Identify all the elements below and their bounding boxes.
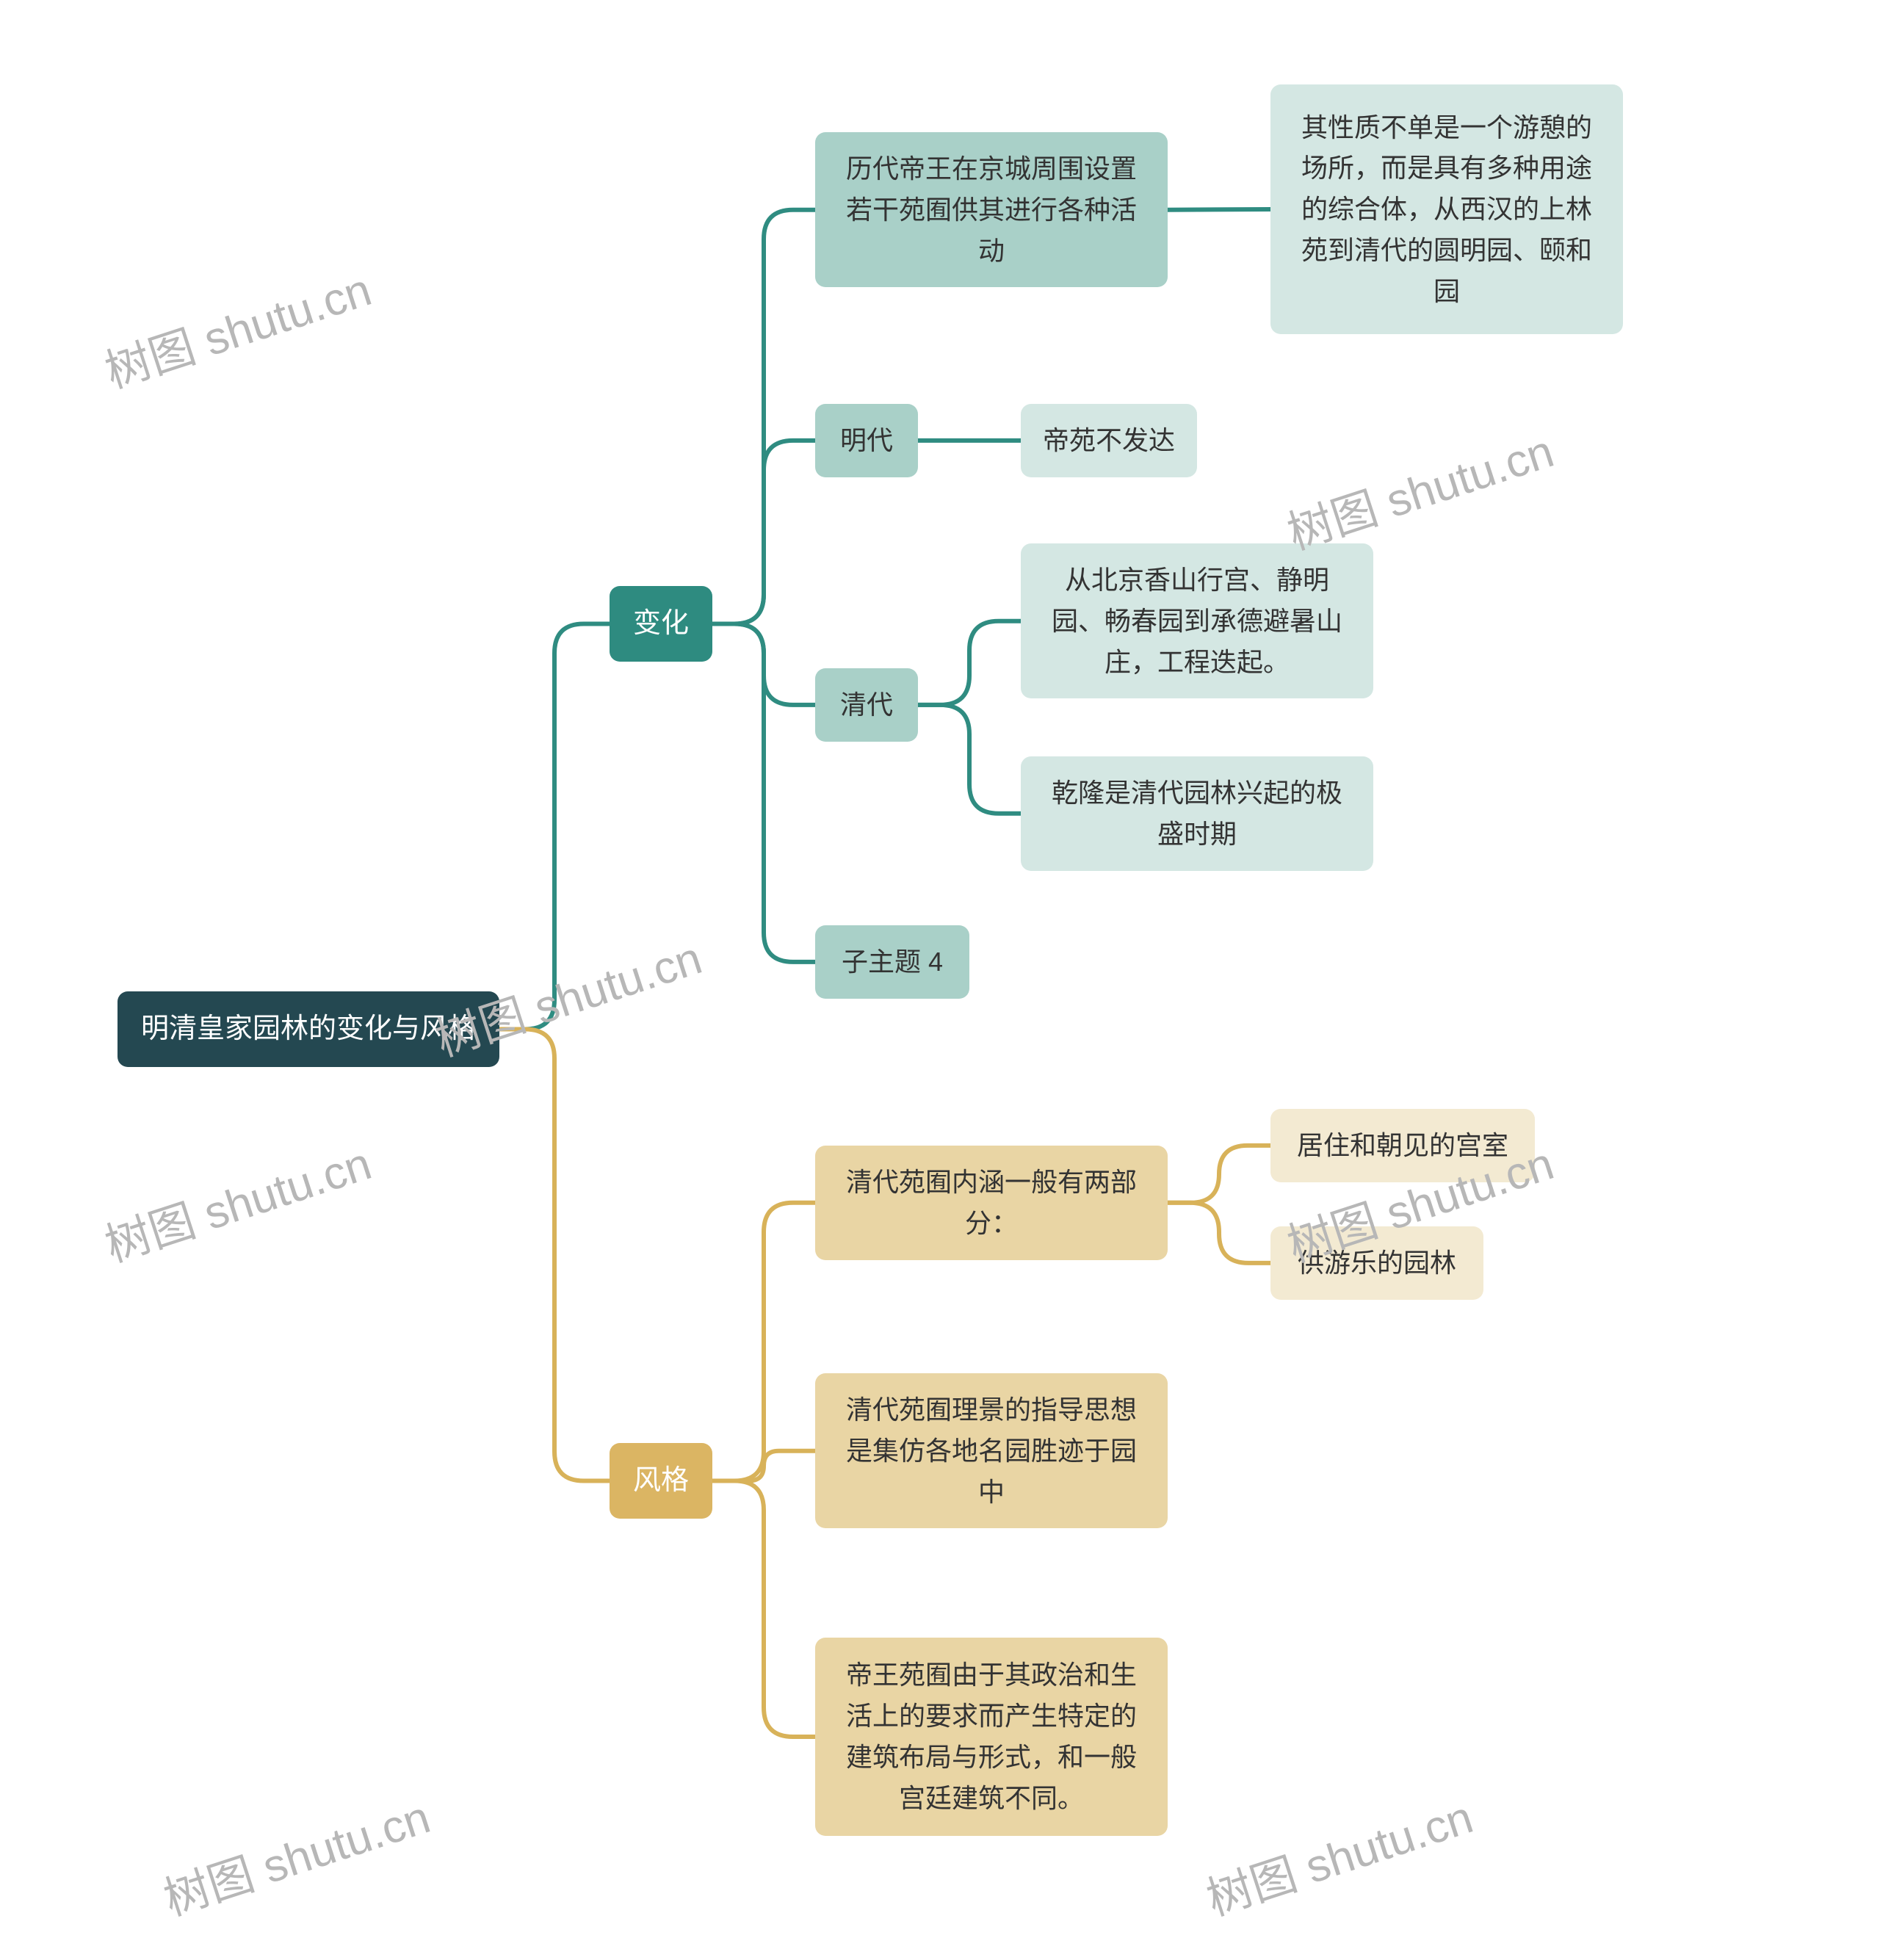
root-node: 明清皇家园林的变化与风格 [118,991,499,1067]
node-label: 从北京香山行宫、静明园、畅春园到承德避暑山庄，工程迭起。 [1040,560,1354,682]
connector [918,705,1021,814]
child-node-f1: 清代苑囿内涵一般有两部分： [815,1146,1168,1260]
node-label: 清代苑囿内涵一般有两部分： [834,1162,1149,1244]
node-label: 历代帝王在京城周围设置若干苑囿供其进行各种活动 [834,148,1149,271]
connector [499,1029,610,1480]
node-label: 帝王苑囿由于其政治和生活上的要求而产生特定的建筑布局与形式，和一般宫廷建筑不同。 [834,1655,1149,1818]
leaf-node-f1b: 供游乐的园林 [1270,1226,1483,1300]
node-label: 子主题 4 [842,941,943,983]
child-node-f3: 帝王苑囿由于其政治和生活上的要求而产生特定的建筑布局与形式，和一般宫廷建筑不同。 [815,1638,1168,1836]
leaf-node-f1a: 居住和朝见的宫室 [1270,1109,1535,1182]
branch-node-bianhua: 变化 [610,586,712,662]
leaf-node-c2a: 帝苑不发达 [1021,404,1197,477]
child-node-c3: 清代 [815,668,918,742]
connector [1168,1146,1270,1203]
node-label: 明代 [840,420,893,461]
branch-node-fengge: 风格 [610,1443,712,1519]
connector [1168,1203,1270,1263]
connector [1168,209,1270,210]
node-label: 其性质不单是一个游憩的场所，而是具有多种用途的综合体，从西汉的上林苑到清代的圆明… [1290,107,1604,312]
watermark: 树图 shutu.cn [1278,414,1561,563]
leaf-node-c3a: 从北京香山行宫、静明园、畅春园到承德避暑山庄，工程迭起。 [1021,543,1373,698]
node-label: 变化 [633,602,689,646]
connector [712,1451,815,1481]
connector [712,623,815,961]
connector [712,1203,815,1481]
child-node-c4: 子主题 4 [815,925,969,999]
child-node-f2: 清代苑囿理景的指导思想是集仿各地名园胜迹于园中 [815,1373,1168,1528]
node-label: 居住和朝见的宫室 [1297,1125,1508,1166]
connector [918,621,1021,705]
connector [712,441,815,624]
connector [712,210,815,624]
node-label: 清代苑囿理景的指导思想是集仿各地名园胜迹于园中 [834,1389,1149,1512]
node-label: 乾隆是清代园林兴起的极盛时期 [1040,773,1354,855]
watermark: 树图 shutu.cn [1197,1780,1480,1928]
node-label: 帝苑不发达 [1043,420,1175,461]
connector [712,623,815,704]
watermark: 树图 shutu.cn [95,253,378,401]
node-label: 明清皇家园林的变化与风格 [141,1008,476,1051]
node-label: 清代 [840,684,893,726]
node-label: 风格 [633,1459,689,1502]
child-node-c2: 明代 [815,404,918,477]
node-label: 供游乐的园林 [1298,1243,1456,1284]
watermark: 树图 shutu.cn [95,1127,378,1275]
connector [499,623,610,1029]
watermark: 树图 shutu.cn [154,1780,437,1928]
connector [712,1480,815,1737]
child-node-c1: 历代帝王在京城周围设置若干苑囿供其进行各种活动 [815,132,1168,287]
leaf-node-c1a: 其性质不单是一个游憩的场所，而是具有多种用途的综合体，从西汉的上林苑到清代的圆明… [1270,84,1623,334]
leaf-node-c3b: 乾隆是清代园林兴起的极盛时期 [1021,756,1373,871]
